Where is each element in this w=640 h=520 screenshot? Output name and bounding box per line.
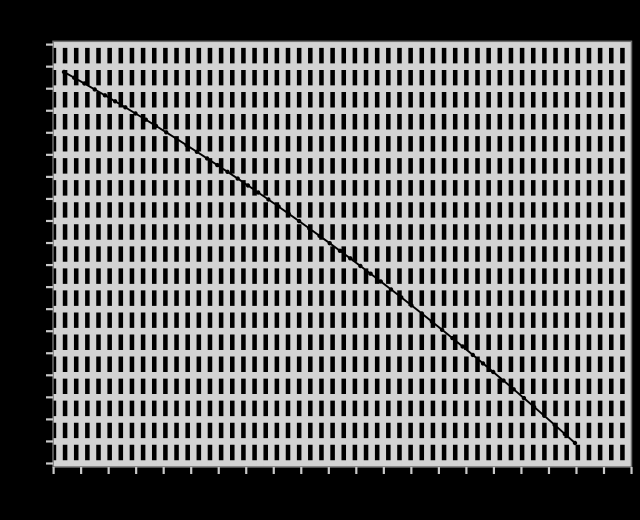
grid-layer [53, 41, 632, 467]
axis-ticks-layer [46, 43, 633, 474]
axis-spines-layer [52, 40, 633, 468]
series-line-layer [61, 69, 578, 446]
